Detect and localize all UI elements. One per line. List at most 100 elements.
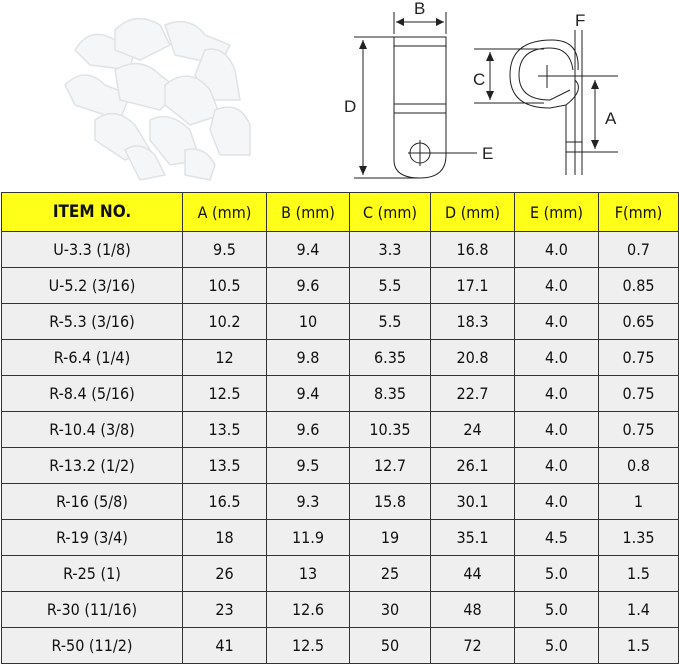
dimension-cell: 26.1 — [430, 447, 515, 484]
dimension-cell: 12 — [182, 339, 267, 376]
item-number-cell: R-8.4 (5/16) — [1, 375, 183, 412]
dimension-cell: 5.0 — [514, 555, 599, 592]
clip-side-view — [565, 30, 583, 175]
label-c: C — [473, 70, 485, 89]
dimension-cell: 9.6 — [266, 267, 350, 304]
dimension-cell: 0.7 — [598, 231, 679, 268]
dimension-cell: 20.8 — [430, 339, 515, 376]
dimension-cell: 6.35 — [349, 339, 431, 376]
column-header: D (mm) — [430, 192, 515, 232]
dimension-cell: 1.5 — [598, 627, 679, 664]
dimension-cell: 5.0 — [514, 591, 599, 628]
item-number-cell: R-5.3 (3/16) — [1, 303, 183, 340]
dimension-cell: 15.8 — [349, 483, 431, 520]
column-header: B (mm) — [266, 192, 350, 232]
dimension-cell: 4.0 — [514, 447, 599, 484]
dimension-cell: 1 — [598, 483, 679, 520]
item-number-cell: U-5.2 (3/16) — [1, 267, 183, 304]
column-header: F(mm) — [598, 192, 679, 232]
column-header: E (mm) — [514, 192, 599, 232]
item-number-cell: R-19 (3/4) — [1, 519, 183, 556]
label-e: E — [482, 144, 493, 163]
label-b: B — [414, 0, 425, 18]
table-row: R-19 (3/4) 18 11.9 19 35.1 4.5 1.35 — [1, 519, 679, 556]
table-row: R-8.4 (5/16) 12.5 9.4 8.35 22.7 4.0 0.75 — [1, 375, 679, 412]
dimension-cell: 18 — [182, 519, 267, 556]
dimension-cell: 4.0 — [514, 375, 599, 412]
dimension-cell: 41 — [182, 627, 267, 664]
dimension-cell: 1.5 — [598, 555, 679, 592]
dimension-cell: 0.75 — [598, 339, 679, 376]
dimension-cell: 12.5 — [182, 375, 267, 412]
dimension-cell: 10.35 — [349, 411, 431, 448]
dimension-cell: 0.65 — [598, 303, 679, 340]
dimension-cell: 16.5 — [182, 483, 267, 520]
item-number-cell: R-10.4 (3/8) — [1, 411, 183, 448]
dimension-cell: 19 — [349, 519, 431, 556]
dimension-cell: 0.75 — [598, 411, 679, 448]
dimension-cell: 4.0 — [514, 231, 599, 268]
dimension-cell: 26 — [182, 555, 267, 592]
dimension-cell: 4.0 — [514, 267, 599, 304]
item-number-cell: R-13.2 (1/2) — [1, 447, 183, 484]
table-row: R-25 (1) 26 13 25 44 5.0 1.5 — [1, 555, 679, 592]
dimension-cell: 13.5 — [182, 411, 267, 448]
dimension-cell: 9.6 — [266, 411, 350, 448]
table-row: U-3.3 (1/8) 9.5 9.4 3.3 16.8 4.0 0.7 — [1, 231, 679, 268]
dimension-cell: 12.7 — [349, 447, 431, 484]
dimension-cell: 9.4 — [266, 231, 350, 268]
product-photo-cable-clips — [64, 17, 251, 181]
item-number-cell: U-3.3 (1/8) — [1, 231, 183, 268]
table-row: R-13.2 (1/2) 13.5 9.5 12.7 26.1 4.0 0.8 — [1, 447, 679, 484]
table-row: U-5.2 (3/16) 10.5 9.6 5.5 17.1 4.0 0.85 — [1, 267, 679, 304]
dimension-cell: 9.5 — [182, 231, 267, 268]
dimension-cell: 13.5 — [182, 447, 267, 484]
dimension-cell: 25 — [349, 555, 431, 592]
dimension-cell: 16.8 — [430, 231, 515, 268]
dimension-cell: 12.5 — [266, 627, 350, 664]
dimension-cell: 5.5 — [349, 303, 431, 340]
dimension-cell: 12.6 — [266, 591, 350, 628]
table-header-row: ITEM NO. A (mm) B (mm) C (mm) D (mm) E (mm) F(… — [1, 192, 679, 232]
dimension-cell: 13 — [266, 555, 350, 592]
clip-front-view — [393, 36, 447, 179]
dimension-cell: 9.3 — [266, 483, 350, 520]
dimension-cell: 11.9 — [266, 519, 350, 556]
dimension-cell: 9.5 — [266, 447, 350, 484]
dimension-cell: 10.5 — [182, 267, 267, 304]
dimension-cell: 10 — [266, 303, 350, 340]
dimension-cell: 0.75 — [598, 375, 679, 412]
dimension-cell: 0.8 — [598, 447, 679, 484]
dimension-cell: 1.4 — [598, 591, 679, 628]
column-header: C (mm) — [349, 192, 431, 232]
dimension-cell: 4.0 — [514, 339, 599, 376]
dimension-cell: 8.35 — [349, 375, 431, 412]
table-row: R-5.3 (3/16) 10.2 10 5.5 18.3 4.0 0.65 — [1, 303, 679, 340]
dimension-cell: 44 — [430, 555, 515, 592]
dimension-cell: 24 — [430, 411, 515, 448]
item-number-cell: R-25 (1) — [1, 555, 183, 592]
dimension-cell: 30 — [349, 591, 431, 628]
dimension-cell: 23 — [182, 591, 267, 628]
column-header: A (mm) — [182, 192, 267, 232]
dimension-cell: 4.0 — [514, 303, 599, 340]
dimension-cell: 30.1 — [430, 483, 515, 520]
dimension-cell: 9.4 — [266, 375, 350, 412]
label-a: A — [605, 109, 617, 128]
dimension-cell: 4.5 — [514, 519, 599, 556]
specification-table: ITEM NO. A (mm) B (mm) C (mm) D (mm) E (mm) F(… — [1, 192, 679, 664]
dimension-cell: 0.85 — [598, 267, 679, 304]
table-row: R-50 (11/2) 41 12.5 50 72 5.0 1.5 — [1, 627, 679, 664]
item-number-cell: R-50 (11/2) — [1, 627, 183, 664]
table-row: R-16 (5/8) 16.5 9.3 15.8 30.1 4.0 1 — [1, 483, 679, 520]
dimension-cell: 18.3 — [430, 303, 515, 340]
table-row: R-30 (11/16) 23 12.6 30 48 5.0 1.4 — [1, 591, 679, 628]
dimension-cell: 4.0 — [514, 483, 599, 520]
dimension-cell: 10.2 — [182, 303, 267, 340]
item-number-cell: R-16 (5/8) — [1, 483, 183, 520]
dimension-cell: 17.1 — [430, 267, 515, 304]
dimension-cell: 5.0 — [514, 627, 599, 664]
table-row: R-10.4 (3/8) 13.5 9.6 10.35 24 4.0 0.75 — [1, 411, 679, 448]
column-header: ITEM NO. — [1, 192, 183, 232]
dimension-cell: 3.3 — [349, 231, 431, 268]
